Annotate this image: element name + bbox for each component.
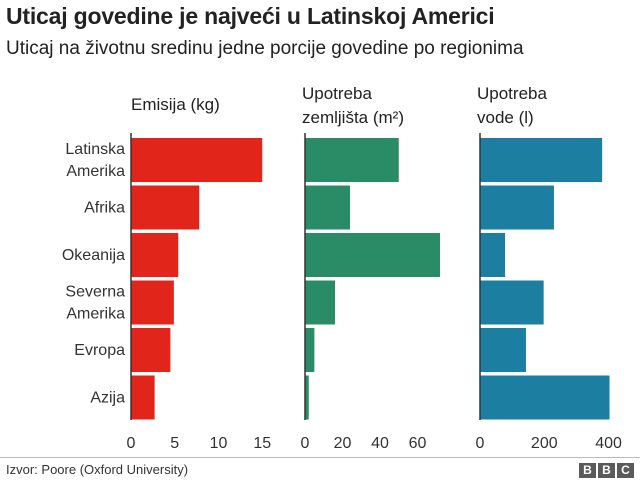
category-label: Latinska Amerika (65, 141, 125, 180)
tick-label: 60 (409, 435, 427, 452)
source-note: Izvor: Poore (Oxford University) (6, 462, 189, 477)
bar (131, 375, 155, 420)
category-label: Azija (90, 390, 125, 407)
bar (305, 375, 309, 420)
bar (305, 138, 399, 182)
panel-title: Upotreba vode (l) (477, 84, 547, 127)
bar (131, 185, 200, 230)
tick-label: 20 (334, 435, 352, 452)
category-label: Afrika (84, 200, 125, 217)
bar (131, 233, 179, 277)
tick-label: 0 (476, 435, 485, 452)
bar (305, 328, 315, 372)
bbc-logo: B B C (579, 463, 634, 478)
panel-title: Upotreba zemljišta (m²) (302, 84, 404, 127)
tick-label: 0 (301, 435, 310, 452)
tick-label: 0 (127, 435, 136, 452)
bar (480, 328, 526, 372)
bar (305, 185, 350, 230)
bar (131, 280, 174, 325)
bar (305, 233, 440, 277)
category-label: Okeanija (62, 247, 125, 264)
bar-chart: Latinska Amerika Afrika Okeanija Severna Amer… (62, 84, 622, 452)
bbc-logo-letter: B (579, 463, 596, 478)
bar (305, 280, 335, 325)
bar (131, 328, 171, 372)
bbc-logo-letter: B (598, 463, 615, 478)
bar (480, 185, 554, 230)
bar (480, 233, 506, 277)
bar (480, 375, 610, 420)
panel-title: Emisija (kg) (131, 95, 220, 114)
tick-label: 5 (170, 435, 179, 452)
tick-label: 10 (210, 435, 228, 452)
footer-divider (0, 457, 640, 458)
chart-title: Uticaj govedine je najveći u Latinskoj A… (6, 3, 495, 29)
tick-label: 200 (531, 435, 558, 452)
bar (480, 138, 603, 182)
category-label: Evropa (74, 342, 125, 359)
bar (131, 138, 263, 182)
bbc-logo-letter: C (617, 463, 634, 478)
tick-label: 40 (371, 435, 389, 452)
tick-label: 400 (595, 435, 622, 452)
bar (480, 280, 544, 325)
chart-subtitle: Uticaj na životnu sredinu jedne porcije … (6, 38, 524, 59)
tick-label: 15 (253, 435, 271, 452)
category-label: Severna Amerika (65, 284, 125, 323)
